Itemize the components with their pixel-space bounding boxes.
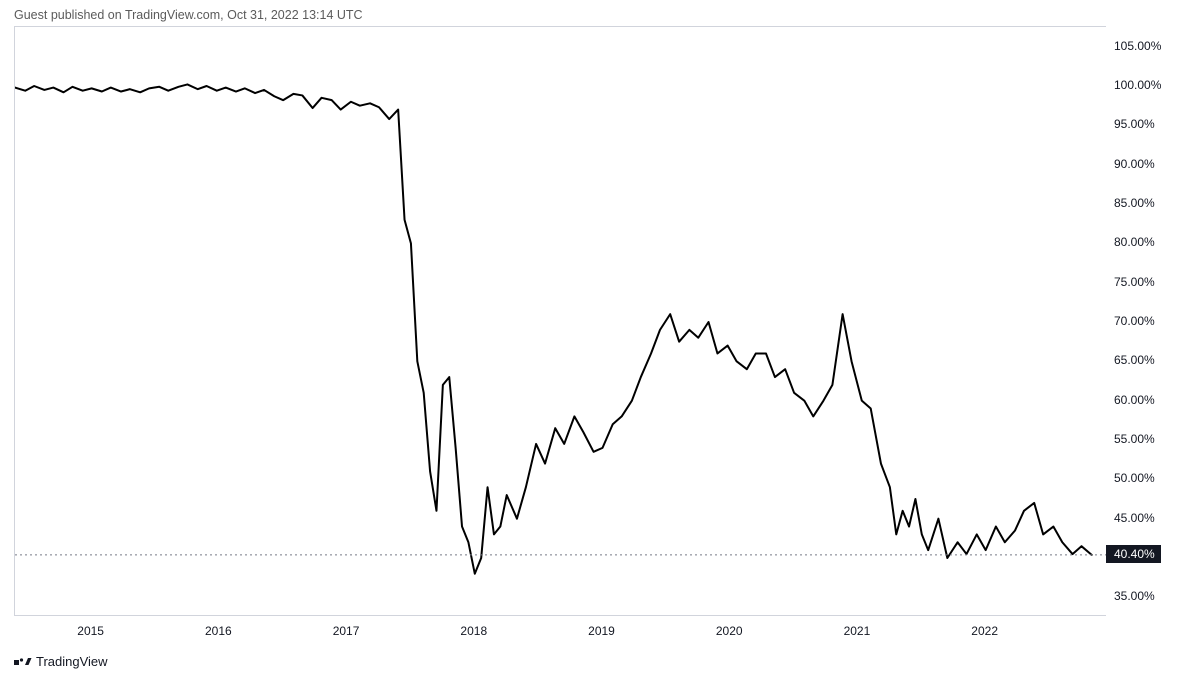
y-tick-label: 105.00% xyxy=(1114,39,1161,53)
x-tick-label: 2015 xyxy=(77,624,104,638)
y-tick-label: 60.00% xyxy=(1114,393,1155,407)
y-tick-label: 65.00% xyxy=(1114,353,1155,367)
x-tick-label: 2016 xyxy=(205,624,232,638)
y-tick-label: 35.00% xyxy=(1114,589,1155,603)
y-tick-label: 90.00% xyxy=(1114,157,1155,171)
tradingview-icon xyxy=(14,656,32,668)
y-tick-label: 45.00% xyxy=(1114,511,1155,525)
y-tick-label: 80.00% xyxy=(1114,235,1155,249)
y-tick-label: 85.00% xyxy=(1114,196,1155,210)
chart-header: Guest published on TradingView.com, Oct … xyxy=(14,8,363,22)
chart-plot-area xyxy=(14,26,1106,616)
y-axis: 35.00%40.00%45.00%50.00%55.00%60.00%65.0… xyxy=(1106,26,1186,616)
price-line xyxy=(15,84,1092,573)
y-tick-label: 70.00% xyxy=(1114,314,1155,328)
x-tick-label: 2017 xyxy=(333,624,360,638)
x-tick-label: 2021 xyxy=(844,624,871,638)
x-tick-label: 2019 xyxy=(588,624,615,638)
y-tick-label: 55.00% xyxy=(1114,432,1155,446)
tradingview-label: TradingView xyxy=(36,654,108,669)
y-tick-label: 50.00% xyxy=(1114,471,1155,485)
x-tick-label: 2020 xyxy=(716,624,743,638)
y-tick-label: 75.00% xyxy=(1114,275,1155,289)
y-tick-label: 95.00% xyxy=(1114,117,1155,131)
y-tick-label: 100.00% xyxy=(1114,78,1161,92)
x-tick-label: 2018 xyxy=(460,624,487,638)
tradingview-logo: TradingView xyxy=(14,654,108,669)
x-axis: 2015 2016 2017 2018 2019 2020 2021 2022 xyxy=(14,620,1106,644)
x-tick-label: 2022 xyxy=(971,624,998,638)
current-value-badge: 40.40% xyxy=(1106,545,1161,563)
line-chart-svg xyxy=(15,27,1107,617)
